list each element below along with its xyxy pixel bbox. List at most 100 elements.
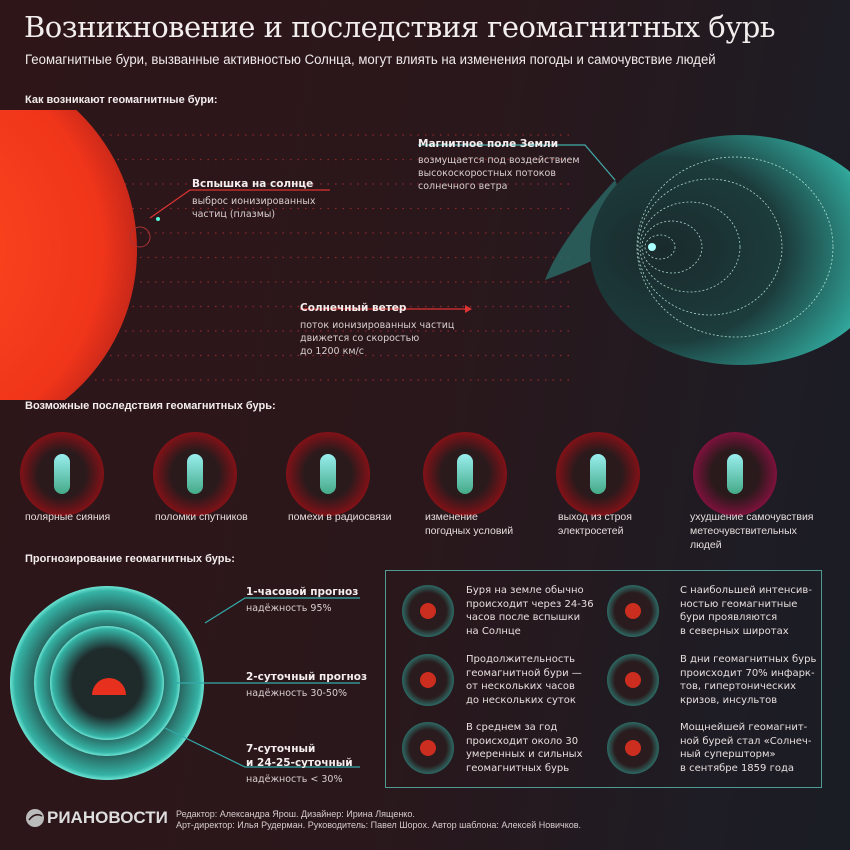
forecast-reliability: надёжность 30-50%	[246, 688, 348, 699]
consequence-text: ухудшение самочувствия	[690, 511, 814, 523]
consequence-text: изменение	[425, 511, 478, 523]
flare-pointer	[149, 189, 330, 219]
consequence-label: полярные сияния	[25, 510, 110, 524]
forecast-item: 2-суточный прогноз надёжность 30-50%	[246, 670, 367, 700]
clock-icon	[402, 654, 454, 706]
wind-title: Солнечный ветер	[300, 302, 407, 314]
spiral-icon	[607, 722, 659, 774]
page-subtitle: Геомагнитные бури, вызванные активностью…	[25, 52, 716, 68]
arrow-head-icon	[465, 305, 472, 313]
consequence-label: выход из строя электросетей	[558, 510, 632, 538]
fact-line: часов после вспышки	[466, 612, 581, 623]
ria-logo-icon	[26, 809, 44, 827]
consequence-text: помехи в радиосвязи	[288, 511, 392, 523]
section-heading-forecast: Прогнозирование геомагнитных бурь:	[25, 553, 235, 565]
power-line-icon	[556, 432, 640, 516]
fact-line: ной бурей стал «Солнеч-	[680, 735, 812, 747]
field-text: солнечного ветра	[418, 181, 508, 192]
field-title: Магнитное поле Земли	[418, 138, 559, 150]
flare-text: частиц (плазмы)	[192, 209, 276, 220]
fact-text: Мощнейшей геомагнит-ной бурей стал «Солн…	[680, 721, 811, 775]
flare-icon	[402, 722, 454, 774]
credits-line: Арт-директор: Илья Рудерман. Руководител…	[176, 820, 582, 830]
globe-icon	[607, 585, 659, 637]
fact-line: в северных широтах	[680, 625, 789, 637]
pill-icon	[693, 432, 777, 516]
forecast-diagram	[10, 586, 360, 780]
fact-line: С наибольшей интенсив-	[680, 585, 812, 596]
section-heading-consequences: Возможные последствия геомагнитных бурь:	[25, 400, 276, 412]
wind-text: до 1200 км/с	[300, 346, 364, 357]
fact-line: Продолжительность	[466, 654, 576, 665]
wind-text: движется со скоростью	[300, 333, 420, 344]
fact-line: В дни геомагнитных бурь	[680, 654, 817, 665]
flare-bubble	[129, 226, 151, 248]
fact-line: происходит около 30	[466, 735, 579, 747]
fact-line: ностью геомагнитные	[680, 598, 798, 610]
sun-icon	[402, 585, 454, 637]
forecast-item: 1-часовой прогноз надёжность 95%	[246, 585, 358, 615]
consequence-text: метеочувствительных	[690, 525, 797, 537]
ria-logo-text: РИАНОВОСТИ	[47, 808, 168, 827]
fact-line: тов, гипертонических	[680, 681, 796, 692]
fact-text: С наибольшей интенсив-ностью геомагнитны…	[680, 584, 812, 638]
fact-line: геомагнитных бурь	[466, 762, 570, 774]
aurora-icon	[20, 432, 104, 516]
fact-line: геомагнитной бури —	[466, 667, 582, 679]
cyclone-icon	[423, 432, 507, 516]
fact-line: происходит 70% инфарк-	[680, 667, 815, 679]
fact-line: бури проявляются	[680, 612, 778, 623]
sun	[0, 110, 137, 400]
fact-line: В среднем за год	[466, 722, 558, 733]
field-label: Магнитное поле Земли возмущается под воз…	[418, 138, 580, 193]
forecast-item: 7-суточный и 24-25-суточный надёжность < 3…	[246, 742, 353, 786]
medical-cross-icon	[607, 654, 659, 706]
consequence-text: поломки спутников	[155, 511, 248, 523]
forecast-title: 2-суточный прогноз	[246, 671, 368, 683]
consequence-text: людей	[690, 539, 722, 551]
credits-line: Редактор: Александра Ярош. Дизайнер: Ири…	[176, 809, 415, 819]
origin-diagram	[0, 110, 850, 400]
flare-title: Вспышка на солнце	[192, 178, 314, 190]
radio-wave-icon	[286, 432, 370, 516]
credits: Редактор: Александра Ярош. Дизайнер: Ири…	[176, 809, 581, 831]
section-heading-origin: Как возникают геомагнитные бури:	[25, 94, 218, 106]
wind-text: поток ионизированных частиц	[300, 320, 455, 331]
fact-line: кризов, инсультов	[680, 694, 778, 706]
earth	[648, 243, 656, 251]
page-title: Возникновение и последствия геомагнитных…	[24, 10, 776, 44]
field-pointer	[418, 144, 616, 181]
wind-label: Солнечный ветер поток ионизированных час…	[300, 302, 454, 358]
forecast-reliability: надёжность 95%	[246, 603, 332, 614]
solar-wind-dotted-lines	[95, 134, 575, 381]
forecast-reliability: надёжность < 30%	[246, 774, 343, 785]
fact-line: происходит через 24-36	[466, 598, 594, 610]
consequence-text: электросетей	[558, 525, 624, 537]
flare-dot	[156, 217, 160, 221]
flare-label: Вспышка на солнце выброс ионизированных …	[192, 178, 315, 221]
fact-line: Буря на земле обычно	[466, 585, 584, 596]
field-text: высокоскоростных потоков	[418, 168, 556, 179]
consequence-label: помехи в радиосвязи	[288, 510, 391, 524]
sun-icon	[92, 678, 126, 695]
fact-line: умеренных и сильных	[466, 749, 583, 760]
fact-line: на Солнце	[466, 625, 521, 637]
consequence-label: ухудшение самочувствия метеочувствительны…	[690, 510, 814, 552]
forecast-title: и 24-25-суточный	[246, 757, 353, 769]
fact-line: Мощнейшей геомагнит-	[680, 722, 808, 733]
fact-text: В дни геомагнитных бурь происходит 70% ин…	[680, 653, 816, 707]
consequence-text: выход из строя	[558, 511, 632, 523]
fact-text: Продолжительность геомагнитной бури — от н…	[466, 653, 582, 707]
consequence-label: поломки спутников	[155, 510, 248, 524]
fact-line: до нескольких суток	[466, 694, 576, 706]
consequence-text: полярные сияния	[25, 511, 111, 523]
earth-magnetosphere	[590, 135, 850, 365]
ria-logo: РИАНОВОСТИ	[25, 808, 168, 828]
consequence-label: изменение погодных условий	[425, 510, 513, 538]
fact-line: ный супершторм»	[680, 749, 776, 760]
fact-text: Буря на земле обычно происходит через 24-…	[466, 584, 594, 638]
forecast-title: 7-суточный	[246, 743, 316, 755]
fact-line: в сентябре 1859 года	[680, 762, 794, 774]
fact-text: В среднем за год происходит около 30 умере…	[466, 721, 583, 775]
forecast-title: 1-часовой прогноз	[246, 586, 359, 598]
